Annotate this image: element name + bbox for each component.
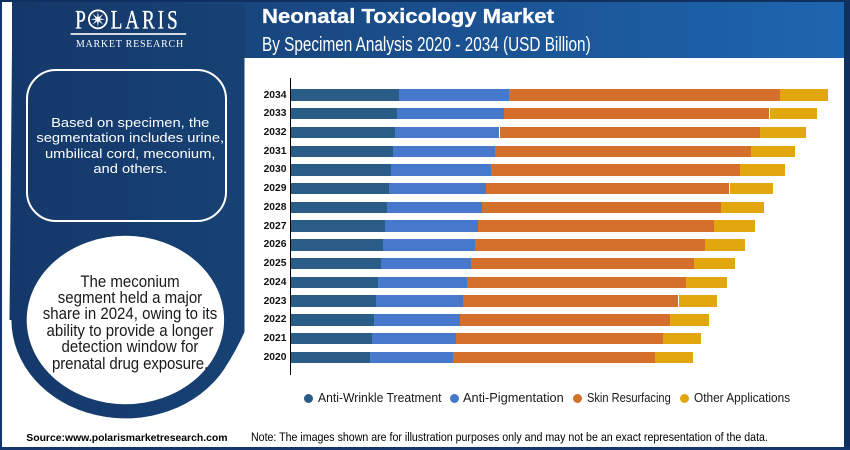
- svg-text:MARKET RESEARCH: MARKET RESEARCH: [76, 39, 184, 50]
- svg-text:LARIS: LARIS: [111, 4, 181, 34]
- svg-text:P: P: [75, 4, 86, 34]
